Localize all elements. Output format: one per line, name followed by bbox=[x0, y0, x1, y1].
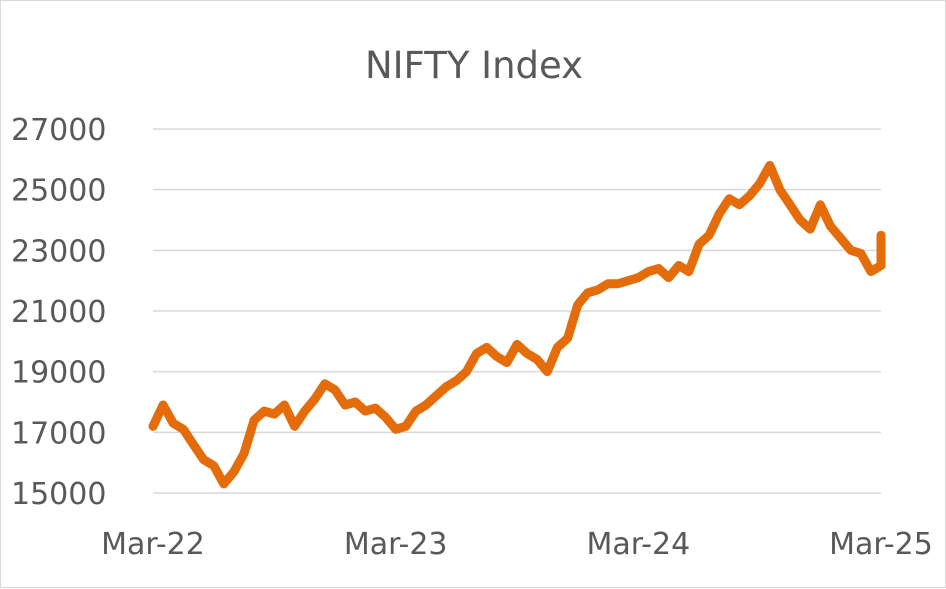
x-tick-label: Mar-22 bbox=[101, 527, 205, 562]
x-axis-ticks: Mar-22 Mar-23 Mar-24 Mar-25 bbox=[101, 527, 933, 562]
y-tick-label: 25000 bbox=[11, 174, 106, 209]
y-tick-label: 15000 bbox=[11, 477, 106, 512]
y-tick-label: 23000 bbox=[11, 234, 106, 269]
y-tick-label: 19000 bbox=[11, 356, 106, 391]
gridlines bbox=[153, 128, 881, 434]
x-tick-label: Mar-25 bbox=[829, 527, 933, 562]
y-tick-label: 21000 bbox=[11, 295, 106, 330]
x-tick-label: Mar-24 bbox=[586, 527, 690, 562]
y-tick-label: 27000 bbox=[11, 113, 106, 148]
chart-title: NIFTY Index bbox=[365, 44, 583, 87]
y-axis-ticks: 15000 17000 19000 21000 23000 25000 27000 bbox=[11, 113, 106, 512]
y-tick-label: 17000 bbox=[11, 416, 106, 451]
x-tick-label: Mar-23 bbox=[344, 527, 448, 562]
series-line-nifty bbox=[148, 160, 886, 489]
